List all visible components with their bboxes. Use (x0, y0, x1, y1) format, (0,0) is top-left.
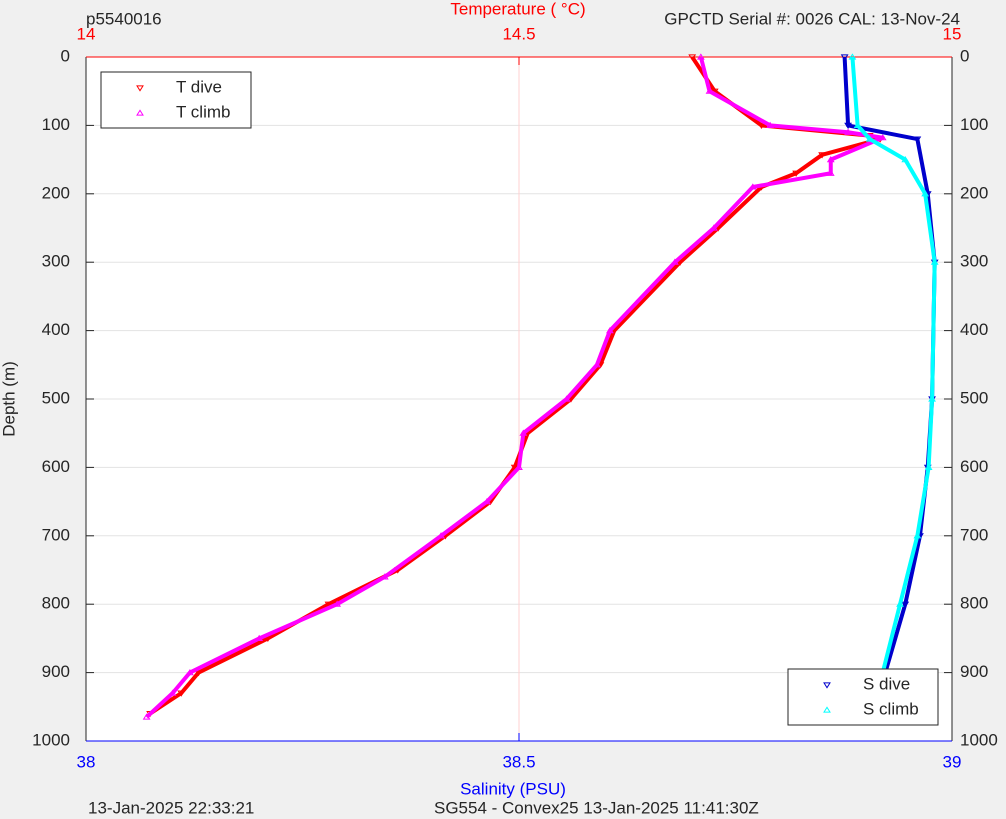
marker (792, 170, 801, 177)
x2-tick-label: 14.5 (502, 24, 535, 43)
marker (878, 134, 887, 141)
legend-label: T dive (176, 77, 222, 96)
marker (757, 122, 766, 130)
marker (142, 713, 151, 720)
y2-tick-label: 200 (960, 183, 988, 202)
title-right: GPCTD Serial #: 0026 CAL: 13-Nov-24 (664, 9, 960, 28)
marker (519, 429, 528, 436)
marker (913, 532, 922, 539)
marker (515, 463, 523, 470)
marker (901, 601, 910, 608)
marker (696, 53, 705, 60)
marker (705, 87, 714, 94)
y-tick-label: 1000 (32, 730, 70, 749)
y2-tick-label: 900 (960, 662, 988, 681)
y-tick-label: 300 (42, 252, 70, 271)
marker (840, 54, 849, 61)
y-tick-label: 500 (42, 388, 70, 407)
y-tick-label: 900 (42, 662, 70, 681)
y-tick-label: 800 (42, 594, 70, 613)
profile-line (145, 56, 885, 719)
marker (818, 152, 827, 159)
marker (930, 258, 939, 265)
legend-label: S dive (863, 674, 910, 693)
marker (848, 53, 857, 60)
x2-tick-label: 15 (943, 24, 962, 43)
footer-center: SG554 - Convex25 13-Jan-2025 11:41:30Z (434, 798, 759, 817)
y-tick-label: 200 (42, 183, 70, 202)
legend-marker (136, 109, 144, 116)
marker (709, 224, 718, 231)
title-left: p5540016 (86, 9, 162, 28)
marker (437, 532, 445, 539)
marker (255, 634, 264, 641)
marker (826, 169, 835, 176)
y2-tick-label: 0 (960, 46, 969, 65)
y-tick-label: 400 (42, 320, 70, 339)
y2-tick-label: 600 (960, 457, 988, 476)
marker (324, 601, 333, 608)
marker (921, 190, 930, 197)
y2-tick-label: 700 (960, 525, 988, 544)
y2-tick-label: 1000 (960, 730, 998, 749)
marker (826, 155, 835, 163)
legend-label: S climb (863, 699, 919, 718)
legend-label: T climb (176, 102, 230, 121)
y-tick-label: 100 (42, 115, 70, 134)
legend-marker (823, 706, 831, 713)
footer-left: 13-Jan-2025 22:33:21 (88, 798, 254, 817)
legend-box (787, 668, 939, 726)
x-label: Salinity (PSU) (460, 779, 566, 798)
marker (844, 122, 852, 130)
marker (606, 326, 614, 334)
legend-box (100, 71, 252, 129)
marker (593, 361, 601, 368)
x2-label: Temperature ( °C) (450, 0, 585, 18)
marker (865, 135, 874, 142)
x-tick-label: 38.5 (502, 752, 535, 771)
legend-marker (823, 682, 831, 689)
y2-tick-label: 300 (960, 252, 988, 271)
x-tick-label: 38 (77, 752, 96, 771)
marker (913, 136, 922, 143)
marker (670, 258, 679, 265)
profile-line (850, 56, 937, 718)
marker (924, 463, 933, 470)
marker (896, 600, 904, 607)
y2-tick-label: 400 (960, 320, 988, 339)
marker (901, 155, 910, 163)
marker (483, 497, 491, 505)
legend-marker (136, 85, 144, 92)
x2-tick-label: 14 (77, 24, 96, 43)
marker (688, 54, 697, 61)
marker (562, 395, 571, 402)
marker (844, 128, 852, 135)
y2-tick-label: 500 (960, 388, 988, 407)
marker (186, 668, 194, 676)
y-tick-label: 700 (42, 525, 70, 544)
marker (766, 121, 775, 128)
y-tick-label: 600 (42, 457, 70, 476)
marker (168, 689, 177, 696)
y-tick-label: 0 (61, 46, 70, 65)
x-tick-label: 39 (943, 752, 962, 771)
marker (748, 183, 757, 190)
y2-tick-label: 100 (960, 115, 988, 134)
y2-tick-label: 800 (960, 594, 988, 613)
y-label: Depth (m) (0, 361, 18, 437)
marker (333, 600, 342, 607)
marker (380, 573, 389, 580)
marker (928, 395, 936, 402)
marker (177, 690, 186, 697)
marker (853, 121, 862, 128)
